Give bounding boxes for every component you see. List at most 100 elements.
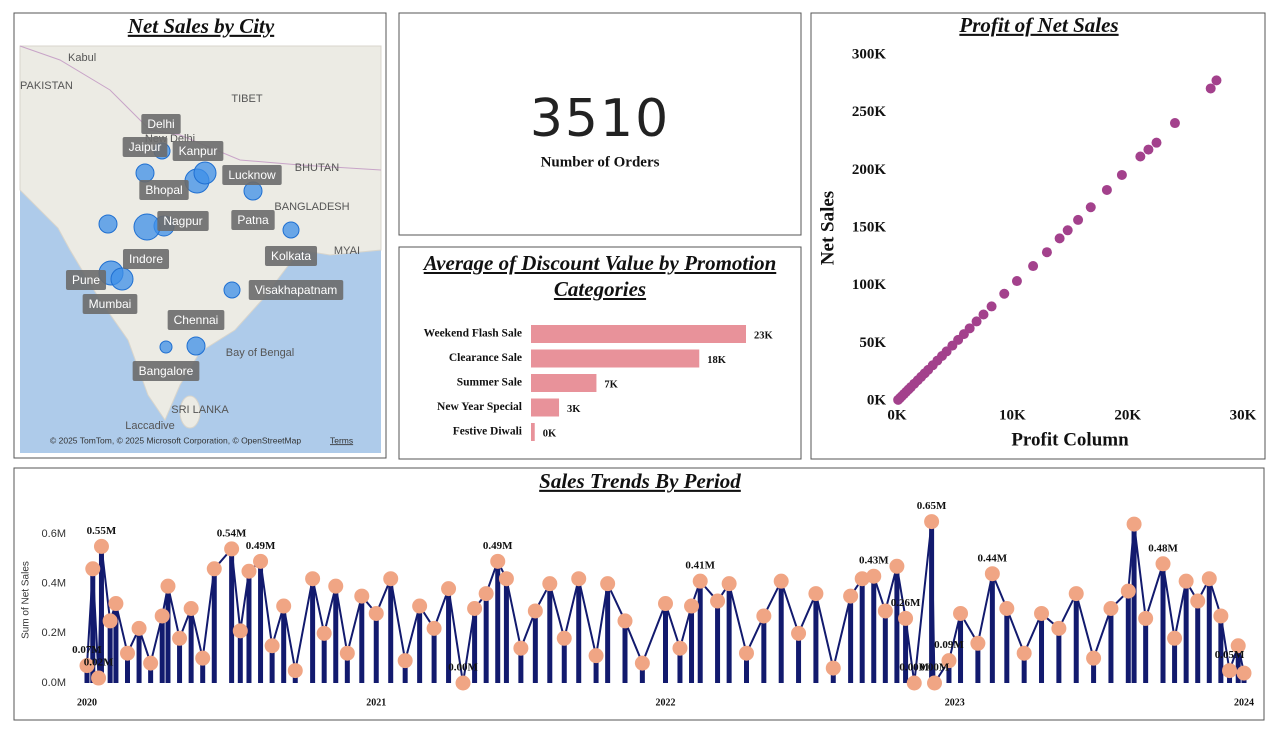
x-tick-label: 2023	[945, 697, 965, 708]
y-tick-label: 0.2M	[42, 627, 66, 639]
place-label: PAKISTAN	[20, 80, 73, 92]
y-tick-label: 0.4M	[42, 578, 66, 590]
data-label: 0.41M	[685, 560, 715, 572]
scatter-point	[1028, 261, 1039, 272]
scatter-point	[986, 301, 997, 312]
data-label: 0.44M	[978, 552, 1008, 564]
line-marker	[1190, 593, 1206, 609]
data-label: 0.49M	[483, 540, 513, 552]
bar	[531, 349, 700, 368]
place-label: BHUTAN	[295, 162, 339, 174]
bar	[531, 398, 560, 417]
scatter-point	[1135, 151, 1146, 162]
line-marker	[455, 675, 471, 691]
city-label-bg	[82, 294, 138, 314]
y-tick-label: 50K	[859, 335, 886, 351]
line-marker	[684, 598, 700, 614]
city-label-bg	[141, 114, 181, 134]
x-tick-label: 2024	[1234, 697, 1254, 708]
line-marker	[571, 571, 587, 587]
y-tick-label: 200K	[852, 162, 887, 178]
data-label: 7K	[604, 379, 618, 390]
line-marker	[183, 601, 199, 616]
line-marker	[368, 605, 384, 621]
kpi-panel	[398, 12, 802, 236]
line-marker	[1120, 583, 1136, 599]
line-marker	[131, 620, 147, 636]
line-marker	[316, 625, 332, 641]
city-label: Mumbai	[89, 297, 132, 311]
scatter-point	[999, 288, 1010, 299]
city-label-bg	[132, 361, 200, 381]
place-label: TIBET	[231, 93, 262, 105]
line-marker	[953, 605, 969, 621]
scatter-point	[1062, 225, 1073, 236]
city-label: Nagpur	[163, 214, 202, 228]
line-marker	[305, 571, 321, 587]
city-label: Jaipur	[129, 140, 162, 154]
city-label: Bhopal	[145, 183, 182, 197]
place-label: MYAI	[334, 245, 360, 257]
city-label-bg	[264, 246, 318, 266]
data-label: 0.00M	[899, 662, 929, 674]
city-bubble	[223, 281, 241, 299]
city-label-bg	[222, 165, 282, 185]
line-marker	[588, 648, 604, 664]
data-label: 0.07M	[72, 644, 102, 656]
city-bubble	[159, 340, 173, 354]
city-label-bg	[172, 141, 224, 161]
scatter-title: Profit of Net Sales	[958, 13, 1118, 37]
scatter-point	[1211, 75, 1222, 86]
line-marker	[160, 578, 176, 594]
data-label: 0.55M	[87, 525, 117, 537]
city-label: Indore	[129, 252, 163, 266]
line-marker	[1201, 571, 1217, 587]
line-marker	[232, 623, 248, 639]
city-label: Pune	[72, 273, 100, 287]
line-marker	[276, 598, 292, 614]
place-label: SRI LANKA	[171, 404, 229, 416]
line-marker	[108, 596, 124, 612]
scatter-point	[971, 316, 982, 327]
line-marker	[412, 598, 428, 614]
data-label: 0.65M	[917, 500, 947, 512]
data-label: 0.00M	[920, 662, 950, 674]
line-panel	[13, 467, 1265, 721]
scatter-point	[1054, 233, 1065, 244]
y-tick-label: 0.0M	[42, 677, 66, 689]
x-tick-label: 20K	[1114, 407, 1141, 423]
line-marker	[756, 608, 772, 624]
line-marker	[843, 588, 859, 604]
line-marker	[634, 655, 650, 671]
line-marker	[898, 610, 914, 626]
city-label-bg	[248, 280, 344, 300]
city-label: Patna	[237, 213, 269, 227]
line-marker	[397, 653, 413, 669]
place-label: Kabul	[68, 52, 96, 64]
y-tick-label: 300K	[852, 46, 887, 62]
line-marker	[1230, 638, 1246, 654]
map-background	[19, 45, 382, 453]
map-title: Net Sales by City	[127, 14, 275, 38]
line-marker	[738, 645, 754, 661]
city-label: Kanpur	[179, 144, 218, 158]
city-label-bg	[122, 137, 168, 157]
line-marker	[1178, 573, 1194, 589]
data-label: 0.26M	[891, 597, 921, 609]
line-marker	[383, 571, 399, 587]
data-label: 23K	[754, 330, 774, 341]
line-marker	[808, 586, 824, 602]
y-tick-label: 100K	[852, 277, 887, 293]
line-marker	[527, 603, 543, 619]
city-label-bg	[65, 270, 107, 290]
bar	[531, 325, 746, 343]
line-marker	[79, 658, 95, 674]
city-bubble	[282, 221, 300, 239]
line-marker	[93, 538, 109, 554]
city-label-bg	[157, 211, 209, 231]
scatter-point	[1205, 83, 1216, 94]
y-tick-label: 150K	[852, 219, 887, 235]
line-marker	[195, 650, 211, 666]
